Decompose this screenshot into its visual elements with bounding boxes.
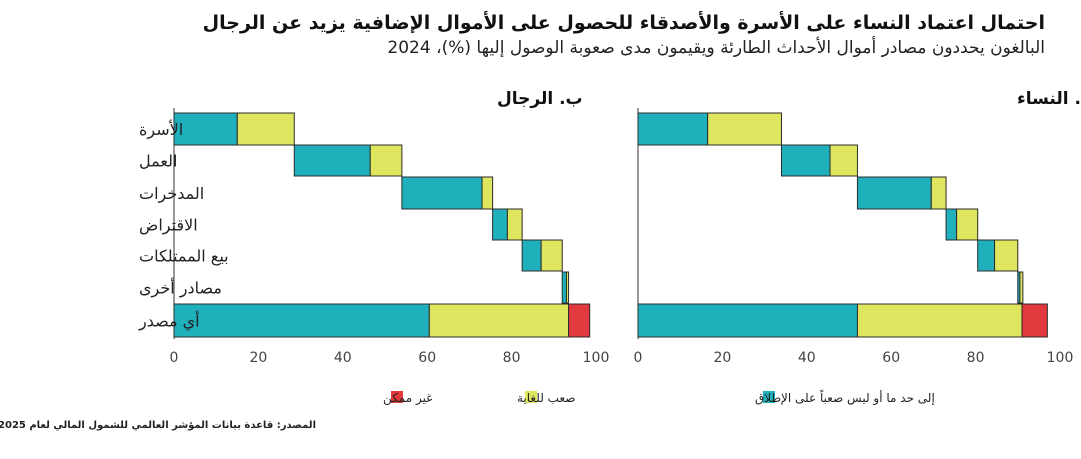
bar-hard-1-p0 (829, 144, 858, 177)
legend-swatch-hard (525, 391, 537, 403)
category-label-6: أي مصدر (138, 311, 200, 332)
bar-hard-3-p1 (506, 208, 523, 241)
bar-easy-3-p0 (945, 208, 958, 241)
category-label-4: بيع الممتلكات (139, 247, 229, 267)
category-label-1: العمل (139, 152, 177, 171)
chart-title: احتمال اعتماد النساء على الأسرة والأصدقا… (202, 12, 1045, 34)
bar-hard-6-p1 (428, 303, 570, 338)
x-tick-label-4-p1: 80 (503, 350, 521, 366)
bar-easy-0-p1 (173, 112, 238, 146)
legend-label-impossible: غير ممكن (383, 391, 432, 406)
category-label-0: الأسرة (139, 119, 183, 140)
x-tick-label-4-p0: 80 (967, 350, 985, 366)
category-label-2: المدخرات (139, 184, 204, 204)
category-label-3: الاقتراض (139, 216, 198, 236)
bar-hard-1-p1 (369, 144, 403, 177)
bar-easy-2-p1 (401, 176, 483, 210)
bar-hard-2-p0 (930, 176, 947, 210)
x-tick-label-2-p1: 40 (334, 350, 352, 366)
bar-easy-5-p1 (561, 271, 567, 304)
bar-easy-4-p0 (977, 239, 996, 272)
bar-easy-0-p0 (637, 112, 709, 146)
bar-easy-4-p1 (521, 239, 542, 272)
chart-subtitle: البالغون يحددون مصادر أموال الأحداث الطا… (387, 38, 1045, 58)
bar-hard-3-p0 (956, 208, 979, 241)
x-tick-label-2-p0: 40 (798, 350, 816, 366)
x-tick-label-0-p1: 0 (170, 350, 179, 366)
x-tick-label-0-p0: 0 (634, 350, 643, 366)
bar-hard-0-p1 (236, 112, 295, 146)
bar-hard-2-p1 (481, 176, 494, 210)
bar-impossible-6-p0 (1021, 303, 1048, 338)
legend-swatch-easy (763, 391, 775, 403)
x-tick-label-5-p0: 100 (1047, 350, 1074, 366)
legend-swatch-impossible (391, 391, 403, 403)
bar-easy-2-p0 (856, 176, 932, 210)
bar-easy-1-p1 (293, 144, 371, 177)
legend-label-hard: صعب للغاية (517, 391, 575, 405)
x-tick-label-3-p0: 60 (882, 350, 900, 366)
legend-label-easy: إلى حد ما أو ليس صعباً على الإطلاق (755, 389, 935, 406)
bar-hard-6-p0 (856, 303, 1023, 338)
bar-hard-4-p1 (540, 239, 563, 272)
x-tick-label-5-p1: 100 (583, 350, 610, 366)
panel-title-0: أ. النساء (1017, 87, 1081, 109)
x-tick-label-3-p1: 60 (418, 350, 436, 366)
x-tick-label-1-p1: 20 (249, 350, 267, 366)
category-label-5: مصادر أخرى (139, 278, 222, 299)
bar-hard-5-p1 (565, 271, 570, 304)
bar-easy-6-p1 (173, 303, 430, 338)
bar-easy-6-p0 (637, 303, 858, 338)
panel-title-1: ب. الرجال (497, 89, 583, 109)
bar-hard-0-p0 (707, 112, 782, 146)
x-tick-label-1-p0: 20 (713, 350, 731, 366)
bar-hard-4-p0 (994, 239, 1019, 272)
bar-hard-5-p0 (1019, 271, 1024, 304)
bar-easy-1-p0 (780, 144, 831, 177)
bar-easy-3-p1 (492, 208, 508, 241)
bar-impossible-6-p1 (568, 303, 591, 338)
source-note: المصدر: قاعدة بيانات المؤشر العالمي للشم… (0, 420, 316, 431)
